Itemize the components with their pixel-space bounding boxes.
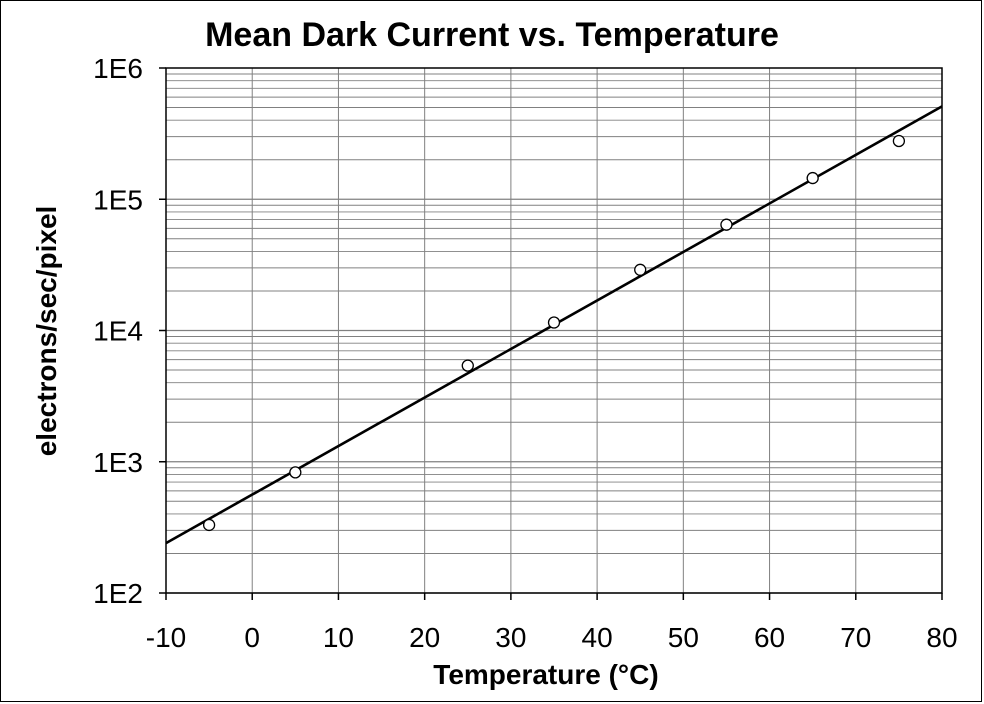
- data-points: [202, 134, 906, 532]
- x-tick-label: 70: [840, 622, 871, 653]
- data-point: [806, 171, 819, 185]
- y-tick-label: 1E2: [93, 578, 143, 609]
- data-point: [892, 134, 906, 148]
- data-point: [202, 518, 216, 532]
- data-point: [634, 263, 647, 276]
- x-tick-label: 60: [754, 622, 785, 653]
- grid: [165, 68, 943, 594]
- data-point: [289, 466, 302, 479]
- x-tick-label: 40: [582, 622, 613, 653]
- y-axis-title: electrons/sec/pixel: [31, 206, 62, 457]
- x-tick-label: 10: [323, 622, 354, 653]
- data-point: [720, 218, 733, 231]
- x-axis-title: Temperature (°C): [433, 659, 658, 690]
- y-tick-label: 1E3: [93, 447, 143, 478]
- x-tick-label: 30: [495, 622, 526, 653]
- y-tick-label: 1E6: [93, 53, 143, 84]
- x-tick-label: 0: [244, 622, 260, 653]
- axis-ticks: -10 0 10 20 30 40 50 60 70 80 1E2 1E3 1E4 1E5 1E6: [93, 53, 957, 653]
- y-tick-label: 1E4: [93, 316, 143, 347]
- data-point: [461, 359, 474, 372]
- x-tick-label: 80: [926, 622, 957, 653]
- data-point: [547, 316, 561, 329]
- chart-title: Mean Dark Current vs. Temperature: [205, 16, 779, 54]
- y-tick-label: 1E5: [93, 184, 143, 215]
- x-tick-label: 50: [668, 622, 699, 653]
- x-tick-label: 20: [409, 622, 440, 653]
- x-tick-label: -10: [146, 622, 186, 653]
